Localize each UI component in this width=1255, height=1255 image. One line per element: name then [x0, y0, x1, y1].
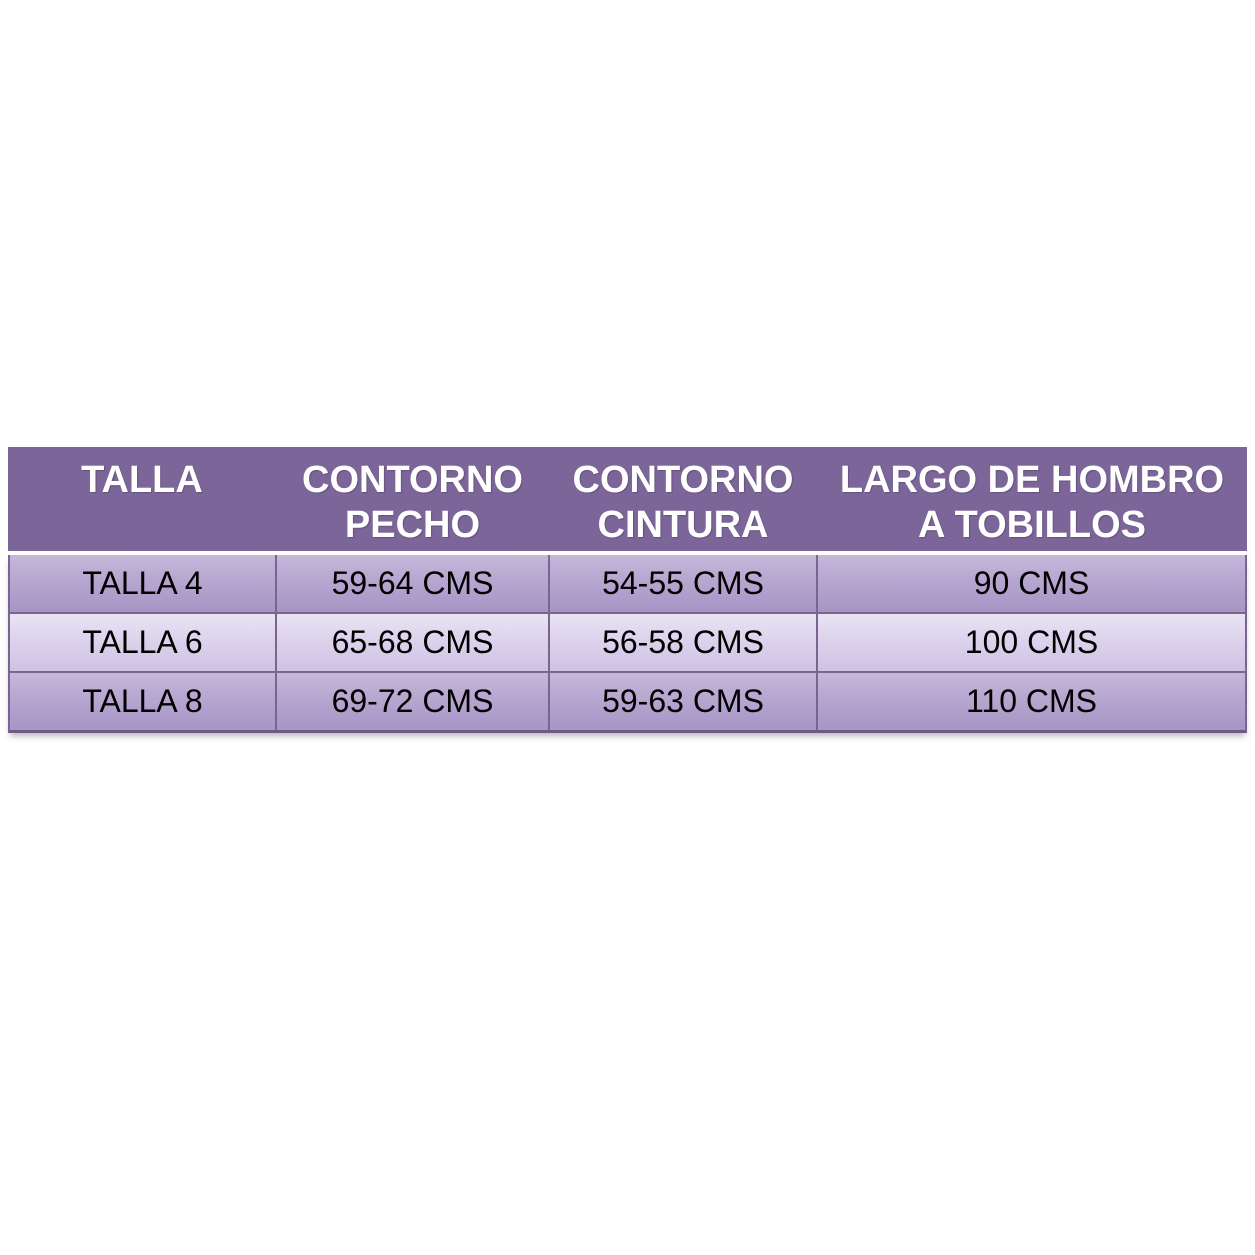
table-row-talla-8: TALLA 8 69-72 CMS 59-63 CMS 110 CMS: [10, 671, 1245, 730]
cell-talla: TALLA 6: [82, 624, 203, 660]
size-chart-table: TALLA CONTORNO PECHO CONTORNO CINTURA LA…: [8, 447, 1247, 733]
table-body: TALLA 4 59-64 CMS 54-55 CMS 90 CMS TALLA…: [8, 555, 1247, 733]
cell-largo: 110 CMS: [816, 673, 1245, 730]
column-header-line: LARGO DE HOMBRO: [839, 459, 1225, 501]
cell-contorno-pecho: 65-68 CMS: [275, 614, 548, 671]
cell-contorno-cintura: 54-55 CMS: [548, 555, 816, 612]
cell-contorno-cintura: 59-63 CMS: [548, 673, 816, 730]
cell-contorno-cintura: 56-58 CMS: [548, 614, 816, 671]
table-header-row: TALLA CONTORNO PECHO CONTORNO CINTURA LA…: [8, 447, 1247, 551]
table-row-talla-6: TALLA 6 65-68 CMS 56-58 CMS 100 CMS: [10, 612, 1245, 671]
cell-talla: TALLA 8: [82, 683, 203, 719]
column-header-contorno-pecho: CONTORNO PECHO: [276, 458, 549, 551]
header-separator: [8, 551, 1247, 555]
cell-contorno-pecho: 69-72 CMS: [275, 673, 548, 730]
cell-talla: TALLA 4: [82, 565, 203, 601]
column-header-line: CONTORNO: [302, 459, 523, 501]
column-header-line: TALLA: [81, 459, 203, 501]
column-header-largo-hombro-tobillos: LARGO DE HOMBRO A TOBILLOS: [817, 458, 1247, 551]
table-row-talla-4: TALLA 4 59-64 CMS 54-55 CMS 90 CMS: [10, 555, 1245, 612]
column-header-contorno-cintura: CONTORNO CINTURA: [549, 458, 817, 551]
column-header-line: CONTORNO: [572, 459, 794, 501]
column-header-line: CINTURA: [597, 504, 769, 546]
cell-largo: 100 CMS: [816, 614, 1245, 671]
cell-largo: 90 CMS: [816, 555, 1245, 612]
column-header-talla: TALLA: [8, 458, 276, 551]
column-header-line: A TOBILLOS: [918, 504, 1146, 546]
column-header-line: PECHO: [344, 504, 481, 546]
cell-contorno-pecho: 59-64 CMS: [275, 555, 548, 612]
